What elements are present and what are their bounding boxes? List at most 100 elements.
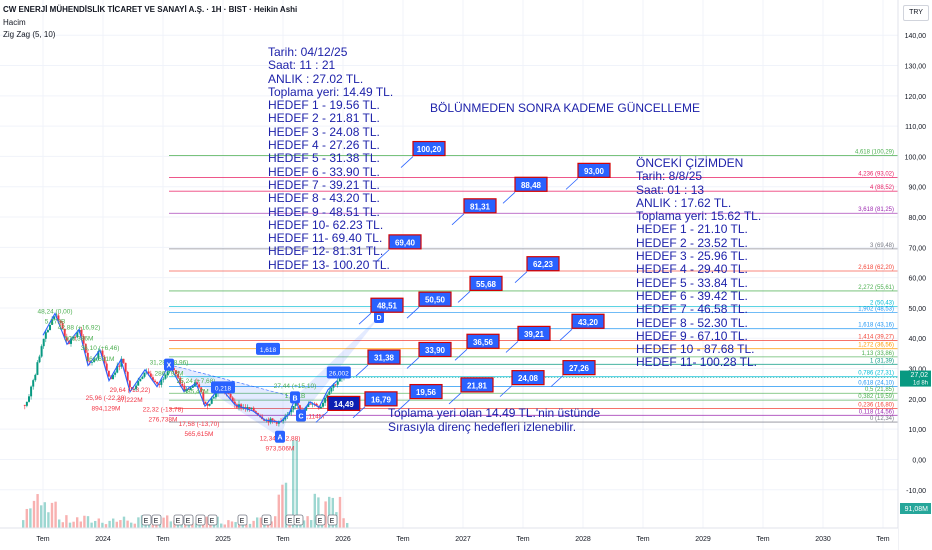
volume-bar [346,522,349,528]
event-marker[interactable] [315,514,326,526]
previous-target-line: HEDEF 3 - 25.96 TL. [636,249,748,264]
candle-body [162,378,165,380]
event-marker[interactable] [195,514,206,526]
wave-point-marker[interactable] [290,391,300,404]
target-callout[interactable] [460,377,494,393]
target-callout[interactable] [388,234,422,250]
candle-body [189,387,192,390]
wave-point-marker[interactable] [296,409,306,422]
volume-bar [306,516,309,528]
volume-badge-label: 91,08M [905,506,929,513]
event-marker[interactable] [293,514,304,526]
target-callout[interactable] [327,395,361,411]
fib-level-label: 1,414 (39,27) [858,334,894,340]
volume-bar [50,502,54,528]
event-marker[interactable] [207,514,218,526]
event-marker[interactable] [173,514,184,526]
target-callout-label: 19,56 [416,388,437,397]
candle-body [202,392,205,402]
fib-level-label: 0,236 (16,80) [858,403,894,409]
previous-target-line: HEDEF 11- 100.28 TL. [636,355,757,370]
candle-body [82,335,85,344]
event-marker[interactable] [327,514,338,526]
price-scale[interactable] [898,0,932,550]
candle-body [97,351,100,359]
event-marker[interactable] [183,514,194,526]
event-marker-label: E [144,518,149,525]
zigzag-legend[interactable]: Zig Zag (5, 10) [3,30,56,39]
event-marker-label: E [210,518,215,525]
currency-badge[interactable]: TRY [903,5,929,21]
target-callout[interactable] [517,325,551,341]
event-marker-label: E [296,518,301,525]
target-callout[interactable] [469,275,503,291]
previous-target-line: HEDEF 7 - 46.58 TL. [636,302,748,317]
current-target-line: HEDEF 3 - 24.08 TL. [268,124,380,139]
time-axis-label: Tem [156,536,169,543]
volume-bar [137,517,140,528]
fib-level-label: 1,272 (36,56) [858,343,894,349]
volume-bar [274,516,277,528]
candle-body [91,361,93,363]
candle-body [332,384,335,388]
candle-body [158,383,161,385]
target-callout[interactable] [562,360,596,376]
price-axis-label: 140,00 [905,33,927,40]
zigzag-label: 29,64 (-13,22) [110,387,151,394]
event-marker[interactable] [141,514,152,526]
previous-target-line: ANLIK : 17.62 TL. [636,195,732,210]
target-callout[interactable] [577,162,611,178]
candle-body [114,372,117,375]
volume-bar [83,515,86,528]
current-target-line: HEDEF 12- 81.31 TL. [268,244,384,259]
candle-body [231,397,234,402]
current-price-label: 27,02 [910,372,928,379]
zigzag-label: 36,10 (+6,46) [81,345,120,352]
candle-body [254,411,257,414]
volume-bar [104,524,108,528]
target-callout[interactable] [370,297,404,313]
current-target-line: HEDEF 2 - 21.81 TL. [268,111,380,126]
target-callout[interactable] [418,291,452,307]
volume-bar [292,440,295,528]
target-callout[interactable] [463,198,497,214]
fib-level-label: 0,5 (21,85) [865,387,894,393]
zigzag-label: 48,24 (0,00) [37,308,72,315]
target-callout-label: 27,26 [569,364,590,373]
wave-point-marker[interactable] [275,430,285,443]
event-marker[interactable] [151,514,162,526]
target-callout[interactable] [367,349,401,365]
candle-body [191,385,194,388]
target-callout[interactable] [571,313,605,329]
target-callout[interactable] [418,341,452,358]
wave-point-marker[interactable] [164,358,174,371]
candle-body [76,332,79,338]
volume-bar [108,520,111,528]
candle-body [271,418,274,421]
target-callout[interactable] [412,140,446,157]
callout-pointer [355,364,369,377]
volume-bar [36,494,39,528]
event-marker[interactable] [237,514,248,526]
volume-bar [216,516,219,528]
price-axis-label: 60,00 [908,276,926,283]
target-callout[interactable] [364,391,398,407]
wave-point-marker[interactable] [374,311,384,324]
event-marker[interactable] [261,514,272,526]
volume-legend[interactable]: Hacim [3,18,26,27]
price-axis-label: 100,00 [905,154,927,161]
time-axis[interactable] [0,528,898,550]
target-callout[interactable] [526,256,560,272]
target-callout-label: 69,40 [395,238,416,247]
target-callout[interactable] [409,383,443,400]
target-callout[interactable] [511,370,545,386]
target-callout[interactable] [466,333,500,349]
current-target-line: HEDEF 1 - 19.56 TL. [268,98,380,113]
target-callout-label: 14,49 [334,400,355,409]
target-callout[interactable] [514,176,548,192]
candle-body [23,404,26,406]
candle-body [181,383,184,386]
volume-bar [205,516,208,528]
fib-level-label: 2,272 (55,61) [858,285,894,291]
